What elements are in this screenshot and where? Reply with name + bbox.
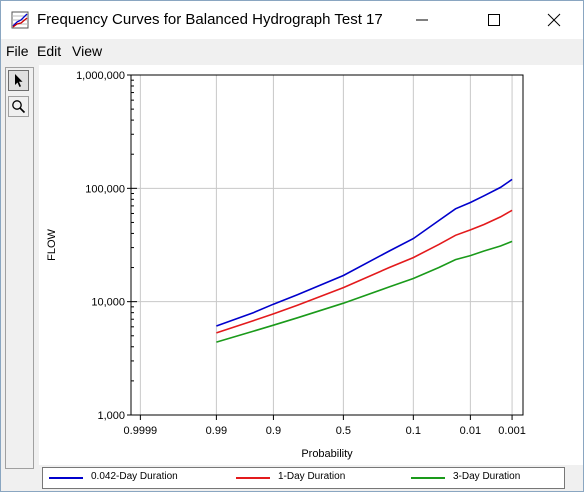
x-axis-label: Probability xyxy=(301,448,353,460)
zoom-magnifier-icon xyxy=(12,100,26,114)
zoom-tool-button[interactable] xyxy=(8,96,29,117)
series-line-1[interactable] xyxy=(216,209,513,334)
x-tick-label: 0.01 xyxy=(460,425,481,437)
y-tick-label: 100,000 xyxy=(85,183,125,195)
menu-view[interactable]: View xyxy=(72,43,103,59)
series-line-2[interactable] xyxy=(216,240,513,343)
title-bar[interactable]: Frequency Curves for Balanced Hydrograph… xyxy=(1,1,583,39)
chart-app-icon xyxy=(11,11,29,29)
window-title: Frequency Curves for Balanced Hydrograph… xyxy=(37,11,383,28)
y-axis-label: FLOW xyxy=(46,228,58,260)
chart-panel: 1,000 10,000 100,000 1,000,000 0.9999 0.99 0.9… xyxy=(39,65,583,465)
legend-label: 0.042-Day Duration xyxy=(91,471,178,482)
plot-frame xyxy=(130,74,524,416)
y-tick-label: 10,000 xyxy=(91,297,125,309)
minimize-button[interactable] xyxy=(399,1,445,39)
x-tick-label: 0.1 xyxy=(406,425,421,437)
y-tick-label: 1,000 xyxy=(97,410,125,422)
minimize-icon xyxy=(416,19,428,21)
x-tick-label: 0.9999 xyxy=(124,425,158,437)
x-tick-label: 0.9 xyxy=(266,425,281,437)
x-tick-label: 0.5 xyxy=(336,425,351,437)
series-line-0[interactable] xyxy=(216,178,513,327)
pointer-arrow-icon xyxy=(15,74,23,87)
legend-swatch-green xyxy=(411,477,445,479)
legend-swatch-blue xyxy=(49,477,83,479)
maximize-icon xyxy=(488,14,500,26)
menu-file[interactable]: File xyxy=(6,43,29,59)
menu-bar: File Edit View xyxy=(1,39,583,63)
y-tick-label: 1,000,000 xyxy=(76,70,125,82)
chart-toolbar xyxy=(5,67,34,469)
pointer-tool-button[interactable] xyxy=(8,70,29,91)
chart-legend: 0.042-Day Duration 1-Day Duration 3-Day … xyxy=(42,467,565,489)
frequency-chart[interactable]: 1,000 10,000 100,000 1,000,000 0.9999 0.99 0.9… xyxy=(39,65,583,465)
x-tick-label: 0.99 xyxy=(206,425,227,437)
legend-label: 3-Day Duration xyxy=(453,471,521,482)
close-icon xyxy=(547,13,561,27)
legend-swatch-red xyxy=(236,477,270,479)
legend-label: 1-Day Duration xyxy=(278,471,346,482)
maximize-button[interactable] xyxy=(471,1,517,39)
menu-edit[interactable]: Edit xyxy=(37,43,62,59)
close-button[interactable] xyxy=(531,1,577,39)
x-tick-label: 0.001 xyxy=(498,425,526,437)
